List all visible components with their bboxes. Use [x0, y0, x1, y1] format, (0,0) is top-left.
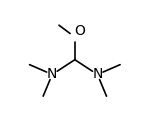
Text: N: N	[47, 67, 57, 82]
Text: O: O	[74, 24, 85, 38]
Text: N: N	[92, 67, 103, 82]
